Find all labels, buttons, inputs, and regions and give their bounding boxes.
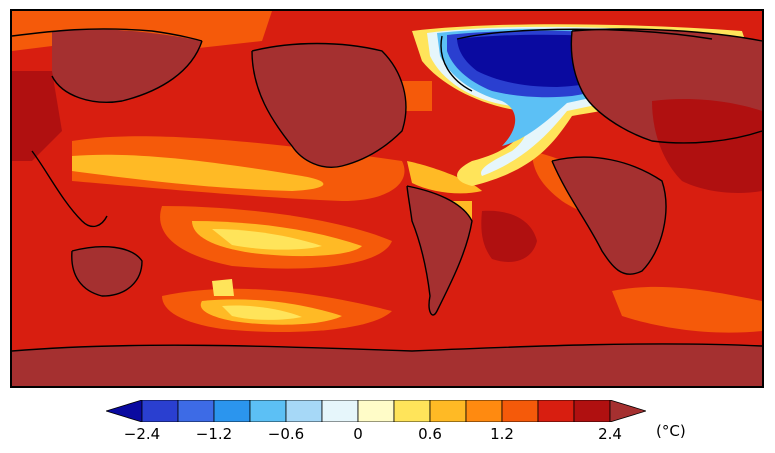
map-canvas: [12, 11, 762, 386]
colorbar-swatch: [177, 400, 215, 422]
colorbar-tick-label: 0.6: [418, 425, 442, 443]
colorbar-swatch: [213, 400, 251, 422]
colorbar-swatch: [249, 400, 287, 422]
colorbar-swatch: [393, 400, 431, 422]
colorbar-extend-low: [106, 400, 143, 422]
colorbar-swatch: [465, 400, 503, 422]
colorbar-swatch: [285, 400, 323, 422]
colorbar-unit-label: (°C): [656, 422, 686, 440]
colorbar-tick-label: 2.4: [598, 425, 622, 443]
colorbar-swatch: [357, 400, 395, 422]
colorbar-swatch: [321, 400, 359, 422]
colorbar-swatch: [501, 400, 539, 422]
colorbar-swatch: [429, 400, 467, 422]
colorbar-swatch: [141, 400, 179, 422]
colorbar-tick-label: −1.2: [195, 425, 233, 443]
colorbar: [106, 400, 646, 422]
colorbar-extend-high: [609, 400, 646, 422]
colorbar-tick-label: 1.2: [490, 425, 514, 443]
colorbar-tick-label: 0: [353, 425, 363, 443]
colorbar-swatch: [537, 400, 575, 422]
temperature-anomaly-map: [10, 9, 764, 388]
colorbar-tick-label: −0.6: [267, 425, 305, 443]
colorbar-tick-label: −2.4: [123, 425, 161, 443]
coastlines: [12, 28, 762, 352]
strong-warm-patches: [12, 71, 762, 262]
colorbar-swatch: [573, 400, 611, 422]
